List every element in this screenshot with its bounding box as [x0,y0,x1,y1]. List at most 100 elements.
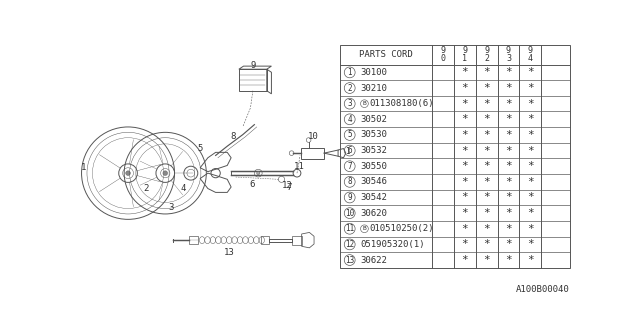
Bar [292,236,301,245]
Text: *: * [483,146,490,156]
Text: 9: 9 [528,46,532,55]
Text: 12: 12 [282,181,293,190]
Bar [189,236,198,244]
Text: *: * [461,224,468,234]
Text: *: * [505,68,512,77]
Text: *: * [461,193,468,203]
Text: *: * [505,224,512,234]
Text: *: * [483,161,490,171]
Text: *: * [461,177,468,187]
Text: *: * [461,99,468,109]
Text: *: * [505,99,512,109]
Text: *: * [483,114,490,124]
Text: A100B00040: A100B00040 [516,285,570,294]
Bar [239,69,267,91]
Text: *: * [527,146,534,156]
Text: 6: 6 [348,146,352,155]
Text: *: * [461,208,468,218]
Text: 5: 5 [348,131,352,140]
Text: 30210: 30210 [360,84,387,92]
Text: 4: 4 [528,54,532,63]
Text: *: * [483,208,490,218]
Text: *: * [461,83,468,93]
Text: *: * [527,239,534,249]
Text: *: * [505,130,512,140]
Text: 011308180(6): 011308180(6) [370,99,435,108]
Text: 5: 5 [197,144,203,153]
Circle shape [257,172,260,175]
Text: *: * [527,177,534,187]
Text: 9: 9 [506,46,511,55]
Text: *: * [461,239,468,249]
Text: *: * [527,83,534,93]
Bar [301,148,324,158]
Text: *: * [483,68,490,77]
Text: 30620: 30620 [360,209,387,218]
Text: *: * [527,130,534,140]
Text: 1: 1 [345,147,349,156]
Text: *: * [461,146,468,156]
Circle shape [125,171,131,175]
Text: 12: 12 [345,240,355,249]
Text: *: * [483,130,490,140]
Text: *: * [527,161,534,171]
Text: *: * [527,68,534,77]
Text: *: * [505,177,512,187]
Text: 3: 3 [169,203,174,212]
Text: 11: 11 [345,224,355,233]
Bar [340,44,570,268]
Text: 010510250(2): 010510250(2) [370,224,435,233]
Text: *: * [461,255,468,265]
Text: *: * [483,177,490,187]
Text: 30550: 30550 [360,162,387,171]
Text: B: B [362,101,366,106]
Text: B: B [362,226,366,231]
Text: 9: 9 [484,46,489,55]
Text: 30622: 30622 [360,256,387,265]
Text: *: * [505,146,512,156]
Text: 30502: 30502 [360,115,387,124]
Text: 051905320(1): 051905320(1) [360,240,425,249]
Text: 10: 10 [345,209,355,218]
Text: 6: 6 [250,180,255,189]
Text: 9: 9 [348,193,352,202]
Text: *: * [527,224,534,234]
Text: *: * [505,208,512,218]
Text: *: * [461,161,468,171]
Text: 7: 7 [348,162,352,171]
Text: *: * [527,114,534,124]
Text: 8: 8 [231,132,236,141]
Text: *: * [505,114,512,124]
Text: *: * [505,255,512,265]
Text: 9: 9 [250,61,255,70]
Text: *: * [483,224,490,234]
Text: 13: 13 [223,248,234,257]
Text: 3: 3 [348,99,352,108]
Text: *: * [527,99,534,109]
Bar [261,236,269,244]
Text: 1: 1 [462,54,467,63]
Text: 2: 2 [348,84,352,92]
Text: *: * [483,239,490,249]
Text: *: * [505,193,512,203]
Text: 4: 4 [180,184,186,193]
Text: *: * [461,68,468,77]
Text: 30532: 30532 [360,146,387,155]
Text: 1: 1 [348,68,352,77]
Text: 9: 9 [440,46,445,55]
Text: 30546: 30546 [360,177,387,186]
Text: 1: 1 [81,163,86,172]
Text: *: * [483,255,490,265]
Text: 3: 3 [506,54,511,63]
Text: 0: 0 [440,54,445,63]
Text: 9: 9 [462,46,467,55]
Text: 4: 4 [348,115,352,124]
Text: 30530: 30530 [360,131,387,140]
Text: 13: 13 [345,256,355,265]
Text: 30542: 30542 [360,193,387,202]
Text: PARTS CORD: PARTS CORD [360,50,413,59]
Text: 7: 7 [287,182,292,191]
Text: *: * [483,193,490,203]
Text: *: * [461,114,468,124]
Text: *: * [505,239,512,249]
